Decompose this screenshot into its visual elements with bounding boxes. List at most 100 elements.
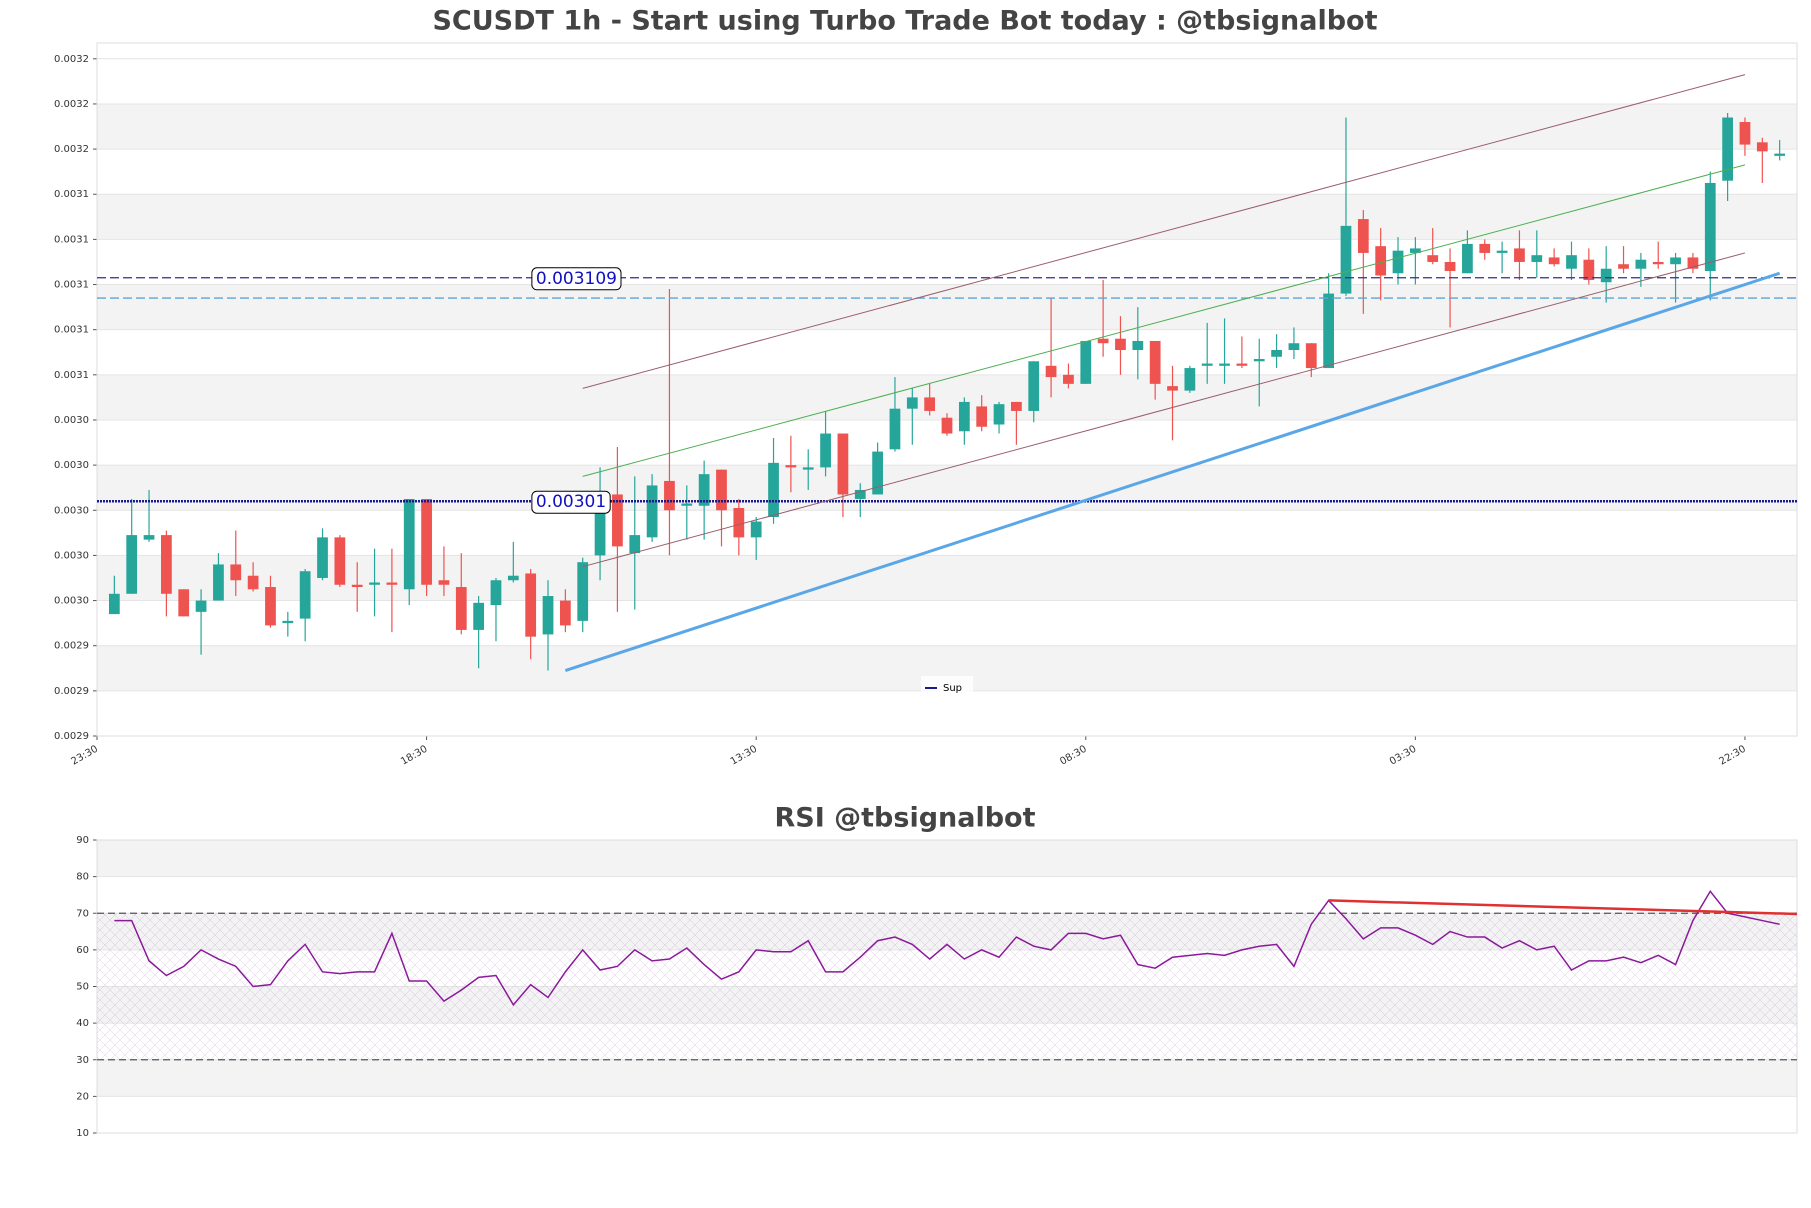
grid-band: [97, 284, 1797, 330]
grid-band: [97, 374, 1797, 420]
y-tick-label: 0.0031: [54, 234, 89, 245]
candle-body: [1167, 386, 1178, 391]
y-tick-label: 90: [76, 835, 89, 846]
candle-body: [455, 587, 467, 630]
candle-body: [802, 467, 814, 470]
candle-body: [490, 580, 502, 606]
candle-body: [317, 537, 328, 578]
panel: 10 20 30 40 50 60 70 80 90: [76, 835, 1798, 1139]
trend-line: [1328, 899, 1798, 916]
grid-band: [97, 103, 1797, 150]
candle-body: [1115, 338, 1126, 350]
candle-body: [1028, 361, 1040, 411]
candle-body: [1583, 259, 1595, 281]
grid-band: [97, 840, 1797, 877]
candle-body: [195, 600, 207, 612]
candle-body: [577, 562, 589, 621]
candle-body: [386, 582, 398, 585]
candle-body: [1288, 343, 1300, 350]
chart-title: SCUSDT 1h - Start using Turbo Trade Bot …: [432, 6, 1377, 37]
y-tick-label: 0.0030: [54, 415, 89, 426]
candle-body: [924, 397, 936, 411]
candle-body: [1409, 248, 1421, 253]
plot-frame: [96, 42, 1798, 737]
y-tick-label: 10: [76, 1128, 89, 1139]
candle-body: [143, 535, 155, 540]
candle-body: [664, 480, 675, 511]
candle-body: [1323, 293, 1335, 369]
y-tick-label: 80: [76, 872, 89, 883]
level-label: 0.00301: [536, 492, 606, 512]
candle-body: [282, 620, 294, 624]
grid-band: [97, 555, 1797, 601]
candle-body: [351, 584, 363, 588]
candle-body: [1756, 142, 1768, 152]
candle-body: [473, 602, 485, 630]
candle-body: [1600, 268, 1612, 283]
candle-body: [108, 593, 120, 615]
candle-body: [1063, 374, 1074, 384]
candle-body: [542, 596, 554, 635]
candle-body: [1496, 250, 1508, 253]
candle-body: [1253, 359, 1265, 362]
rsi-line: [114, 889, 1780, 1007]
candle-body: [213, 564, 224, 601]
candle-body: [559, 600, 571, 626]
y-tick-label: 0.0029: [54, 686, 89, 697]
candle-body: [1132, 340, 1144, 350]
y-tick-label: 40: [76, 1018, 89, 1029]
y-tick-label: 50: [76, 982, 89, 993]
grid-band: [97, 1059, 1797, 1097]
y-tick-label: 0.0032: [54, 144, 89, 155]
candle-body: [1531, 255, 1543, 262]
candle-body: [1097, 338, 1109, 344]
candle-body: [993, 404, 1005, 425]
candle-body: [872, 451, 883, 495]
candle-body: [785, 465, 797, 468]
legend: Sup: [921, 676, 973, 700]
candle-body: [698, 474, 710, 506]
grid-band: [97, 194, 1797, 240]
candle-body: [1340, 225, 1352, 294]
candle-body: [1080, 340, 1092, 384]
y-tick-label: 0.0031: [54, 280, 89, 291]
candle-body: [178, 589, 190, 617]
candle-body: [1375, 246, 1387, 276]
rsi-title: RSI @tbsignalbot: [774, 803, 1035, 834]
candle-body: [1618, 264, 1629, 269]
y-tick-label: 0.0031: [54, 325, 89, 336]
y-tick-label: 0.0030: [54, 505, 89, 516]
candle-body: [1219, 363, 1230, 366]
candle-body: [1704, 182, 1716, 271]
candle-body: [1149, 340, 1161, 384]
candle-body: [1514, 248, 1525, 262]
candle-body: [1566, 255, 1577, 269]
level-label-box: [531, 267, 622, 291]
y-tick-label: 0.0031: [54, 370, 89, 381]
candle-body: [681, 503, 693, 506]
trend-line: [582, 74, 1746, 389]
candle-body: [1184, 368, 1196, 391]
candle-body: [1670, 257, 1681, 265]
candle-body: [594, 498, 606, 556]
candle-body: [1045, 365, 1057, 378]
candle-body: [403, 498, 415, 590]
y-tick-label: 70: [76, 908, 89, 919]
y-tick-label: 0.0032: [54, 54, 89, 65]
y-tick-label: 0.0030: [54, 550, 89, 561]
candle-body: [976, 406, 988, 427]
candle-body: [750, 521, 762, 538]
candle-body: [1774, 153, 1786, 156]
candle-body: [768, 462, 779, 518]
level-zone: [97, 913, 1797, 1060]
y-tick-label: 0.0029: [54, 731, 89, 742]
candle-body: [1305, 343, 1317, 369]
trend-line: [564, 271, 1781, 672]
y-tick-label: 0.0030: [54, 460, 89, 471]
candle-body: [1201, 363, 1213, 366]
candle-body: [421, 498, 432, 585]
candle-body: [820, 433, 831, 468]
trend-line: [582, 164, 1746, 477]
candle-body: [733, 508, 745, 538]
candle-body: [1427, 255, 1439, 262]
